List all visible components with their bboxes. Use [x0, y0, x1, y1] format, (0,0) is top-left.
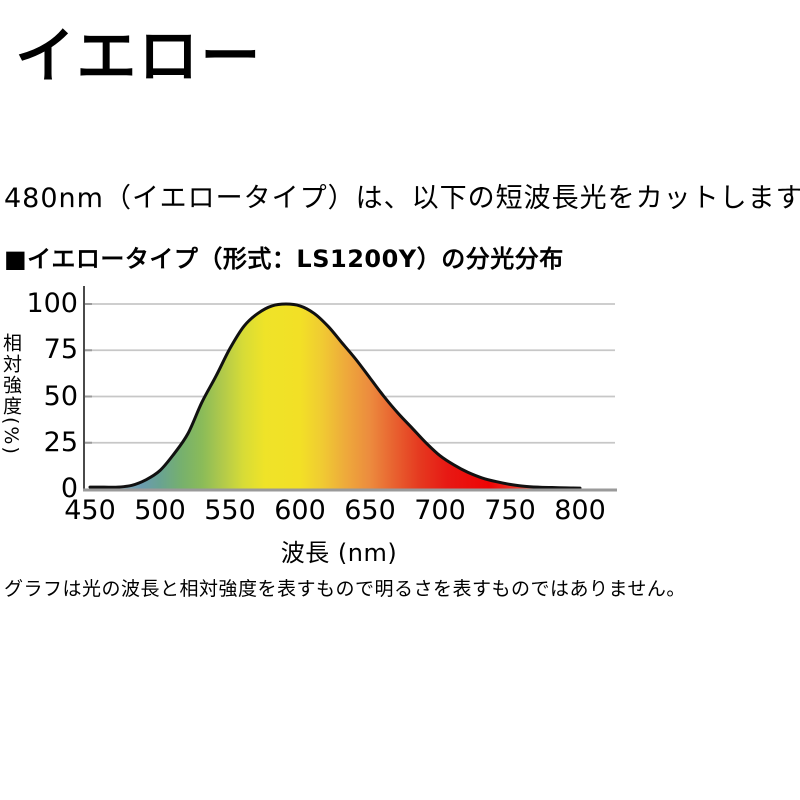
- x-tick-label-500: 500: [134, 495, 186, 526]
- page-title: イエロー: [15, 22, 263, 92]
- x-tick-label-800: 800: [554, 495, 606, 526]
- x-tick-label-550: 550: [204, 495, 256, 526]
- x-axis-label: 波長 (nm): [280, 539, 398, 567]
- y-tick-label-0: 0: [60, 473, 78, 504]
- y-axis-label: 相対強度(%): [0, 333, 22, 456]
- spectrum-area-fill: [90, 304, 580, 489]
- x-tick-label-450: 450: [64, 495, 116, 526]
- y-tick-label-50: 50: [43, 380, 78, 412]
- spectral-curve: [88, 302, 582, 490]
- y-tick-label-100: 100: [26, 288, 78, 319]
- x-tick-label-750: 750: [484, 495, 536, 526]
- footnote-text: グラフは光の波長と相対強度を表すもので明るさを表すものではありません。: [4, 578, 686, 600]
- y-tick-label-75: 75: [43, 334, 78, 366]
- section-heading: ■イエロータイプ（形式：LS1200Y）の分光分布: [4, 245, 564, 273]
- x-tick-label-650: 650: [344, 495, 396, 526]
- intro-text: 480nm（イエロータイプ）は、以下の短波長光をカットします。: [4, 183, 800, 214]
- y-tick-label-25: 25: [43, 426, 78, 458]
- x-tick-label-600: 600: [274, 495, 326, 526]
- x-tick-label-700: 700: [414, 495, 466, 526]
